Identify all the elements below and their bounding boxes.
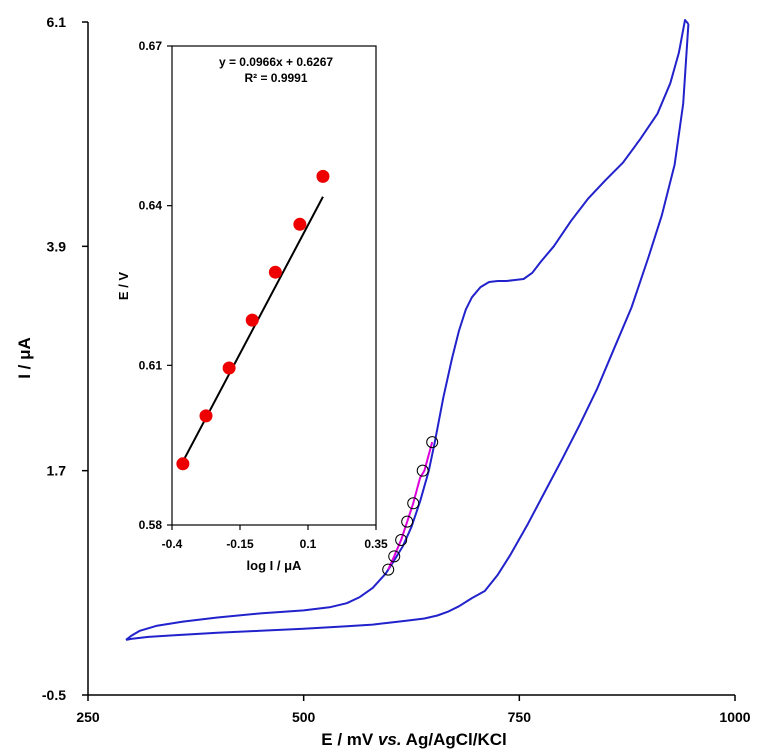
inset-y-tick-label: 0.58 — [139, 518, 163, 532]
tafel-point-marker — [395, 534, 408, 547]
tafel-point-marker — [382, 563, 395, 576]
main-y-tick-label: 6.1 — [47, 14, 67, 30]
inset-x-tick-label: 0.35 — [364, 537, 388, 551]
tafel-point-marker — [416, 464, 429, 477]
main-x-tick-label: 250 — [76, 709, 100, 725]
inset-data-point — [293, 217, 307, 231]
inset-frame — [171, 45, 377, 526]
inset-y-tick-label: 0.61 — [139, 358, 163, 372]
inset-x-tick-label: 0.1 — [300, 537, 317, 551]
main-x-tick-label: 750 — [508, 709, 532, 725]
reverse-scan-line — [125, 23, 690, 641]
tafel-region-line — [387, 441, 434, 571]
inset-y-tick-label: 0.64 — [139, 199, 163, 213]
main-x-tick-label: 1000 — [719, 709, 750, 725]
main-y-tick-label: -0.5 — [42, 687, 66, 703]
main-y-axis-title: I / μA — [15, 337, 34, 379]
inset-x-tick-label: -0.15 — [226, 537, 254, 551]
inset-data-point — [199, 409, 213, 423]
inset-y-tick-label: 0.67 — [139, 39, 163, 53]
main-y-tick-label: 3.9 — [47, 238, 67, 254]
inset-data-point — [222, 361, 236, 375]
inset-fit-r-squared: R² = 0.9991 — [244, 71, 307, 85]
inset-x-axis-title: log I / μA — [247, 558, 303, 573]
main-y-tick-label: 1.7 — [47, 463, 67, 479]
inset-data-point — [245, 313, 259, 327]
inset-x-tick-label: -0.4 — [162, 537, 183, 551]
tafel-point-marker — [388, 550, 401, 563]
tafel-point-marker — [401, 515, 414, 528]
inset-data-point — [268, 265, 282, 279]
inset-y-axis-title: E / V — [116, 272, 131, 301]
tafel-point-marker — [426, 436, 439, 449]
main-x-axis-title: E / mV vs. Ag/AgCl/KCl — [321, 730, 506, 749]
forward-scan-line — [125, 19, 690, 641]
main-x-tick-label: 500 — [292, 709, 316, 725]
inset-fit-equation: y = 0.0966x + 0.6267 — [219, 55, 333, 69]
inset-data-point — [316, 169, 330, 183]
tafel-point-marker — [407, 497, 420, 510]
inset-data-point — [176, 457, 190, 471]
